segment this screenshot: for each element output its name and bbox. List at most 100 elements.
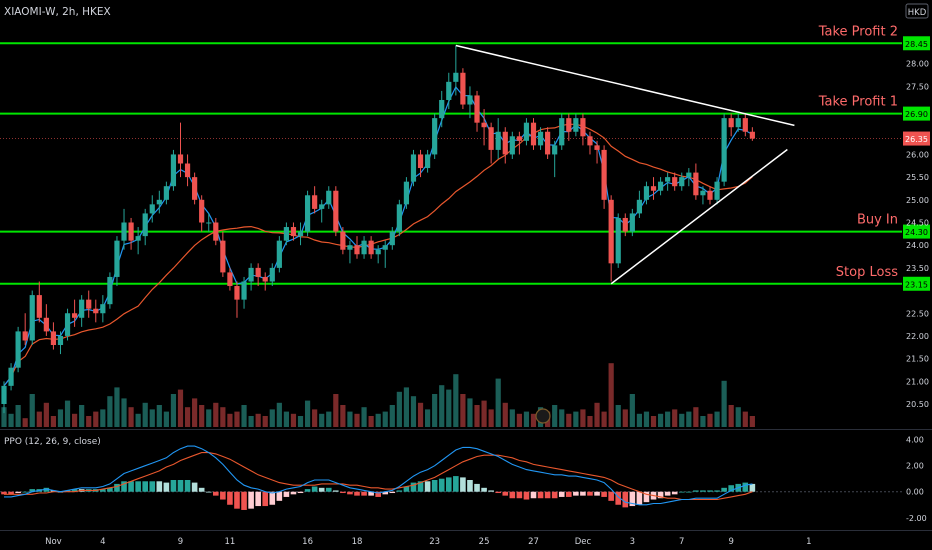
candle-body[interactable] — [354, 245, 360, 255]
candle-body[interactable] — [552, 145, 558, 155]
candle-body[interactable] — [608, 199, 614, 264]
candle-body[interactable] — [594, 145, 600, 150]
candle-body[interactable] — [502, 131, 508, 155]
candle-body[interactable] — [545, 131, 551, 155]
candle-body[interactable] — [382, 245, 388, 250]
candle-body[interactable] — [262, 276, 268, 282]
candle-body[interactable] — [255, 267, 261, 277]
candle-body[interactable] — [15, 331, 21, 368]
candle-body[interactable] — [326, 190, 332, 205]
candle-body[interactable] — [227, 272, 233, 287]
candle-body[interactable] — [509, 136, 515, 155]
candle-body[interactable] — [192, 177, 198, 200]
candle-body[interactable] — [114, 240, 120, 277]
candle-body[interactable] — [347, 245, 353, 250]
candle-body[interactable] — [8, 367, 14, 386]
candle-body[interactable] — [248, 267, 254, 282]
candle-body[interactable] — [453, 72, 459, 82]
candle-body[interactable] — [86, 299, 92, 309]
candle-body[interactable] — [297, 231, 304, 237]
candle-body[interactable] — [170, 154, 177, 187]
candle-body[interactable] — [79, 299, 85, 318]
candle-body[interactable] — [177, 154, 184, 164]
candle-body[interactable] — [50, 331, 57, 346]
candle-body[interactable] — [580, 118, 586, 137]
candle-body[interactable] — [749, 131, 755, 139]
candle-body[interactable] — [537, 131, 544, 146]
candle-body[interactable] — [467, 95, 473, 105]
candle-body[interactable] — [319, 204, 325, 209]
candle-body[interactable] — [135, 236, 141, 241]
candle-body[interactable] — [142, 213, 148, 237]
candle-body[interactable] — [714, 181, 720, 200]
candle-body[interactable] — [686, 172, 692, 178]
candle-body[interactable] — [587, 136, 593, 146]
candle-body[interactable] — [432, 118, 438, 155]
candle-body[interactable] — [93, 308, 99, 314]
candle-body[interactable] — [636, 199, 642, 214]
candle-body[interactable] — [735, 118, 741, 128]
candle-body[interactable] — [573, 118, 579, 132]
candle-body[interactable] — [72, 313, 78, 318]
candle-body[interactable] — [22, 331, 28, 341]
candle-body[interactable] — [276, 240, 282, 268]
candle-body[interactable] — [559, 118, 565, 146]
candle-body[interactable] — [290, 227, 297, 237]
candle-body[interactable] — [396, 204, 402, 232]
candle-body[interactable] — [1, 385, 7, 404]
candle-body[interactable] — [707, 190, 713, 200]
candle-body[interactable] — [234, 286, 240, 300]
candle-body[interactable] — [206, 222, 212, 224]
candle-body[interactable] — [672, 177, 678, 187]
candle-body[interactable] — [29, 295, 35, 341]
candle-body[interactable] — [121, 222, 127, 241]
candle-body[interactable] — [742, 118, 748, 132]
candle-body[interactable] — [361, 240, 367, 255]
candle-body[interactable] — [241, 281, 247, 300]
candle-body[interactable] — [657, 181, 664, 191]
trendline[interactable] — [610, 148, 788, 285]
candle-body[interactable] — [700, 190, 706, 196]
candle-body[interactable] — [340, 231, 346, 250]
candle-body[interactable] — [474, 95, 480, 123]
candle-body[interactable] — [156, 199, 162, 205]
candle-body[interactable] — [566, 118, 572, 132]
candle-body[interactable] — [460, 72, 466, 105]
candle-body[interactable] — [269, 267, 275, 282]
candle-body[interactable] — [36, 295, 42, 318]
candle-body[interactable] — [516, 136, 522, 141]
candle-body[interactable] — [64, 313, 71, 336]
candle-body[interactable] — [650, 186, 657, 191]
candle-body[interactable] — [481, 122, 487, 128]
candle-body[interactable] — [425, 154, 431, 169]
candle-body[interactable] — [199, 199, 205, 223]
candle-body[interactable] — [530, 122, 537, 146]
candle-body[interactable] — [439, 99, 445, 119]
candle-body[interactable] — [100, 304, 106, 314]
trendline[interactable] — [455, 44, 795, 127]
candle-body[interactable] — [721, 118, 727, 182]
candle-body[interactable] — [495, 131, 501, 150]
candle-body[interactable] — [107, 276, 113, 305]
candle-body[interactable] — [57, 335, 64, 346]
candle-body[interactable] — [665, 177, 671, 182]
candle-body[interactable] — [410, 154, 417, 182]
candle-body[interactable] — [403, 181, 410, 205]
candle-body[interactable] — [629, 213, 635, 232]
candle-body[interactable] — [601, 149, 607, 200]
event-marker-icon[interactable] — [535, 408, 551, 424]
candle-body[interactable] — [446, 81, 452, 100]
candle-body[interactable] — [417, 154, 424, 169]
candle-body[interactable] — [622, 217, 628, 232]
candle-body[interactable] — [43, 317, 49, 332]
candle-body[interactable] — [333, 190, 339, 232]
candle-body[interactable] — [728, 118, 734, 128]
candle-body[interactable] — [163, 186, 169, 200]
candle-body[interactable] — [693, 172, 699, 196]
candle-body[interactable] — [389, 231, 395, 246]
candle-body[interactable] — [368, 240, 374, 255]
candle-body[interactable] — [304, 195, 311, 232]
candle-body[interactable] — [643, 186, 650, 200]
candle-body[interactable] — [128, 222, 134, 241]
candle-body[interactable] — [679, 177, 685, 187]
